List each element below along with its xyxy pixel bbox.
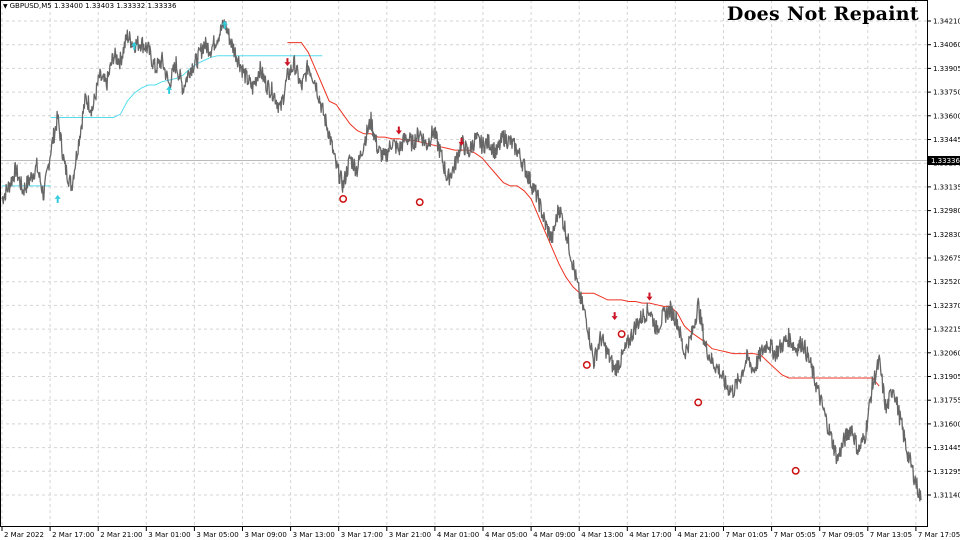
y-tick-label: 1.32675 bbox=[933, 255, 960, 263]
symbol-info-text: GBPUSD,M5 1.33400 1.33403 1.33332 1.3333… bbox=[9, 2, 177, 10]
signal-markers bbox=[54, 20, 800, 475]
exit-circle-icon bbox=[617, 330, 626, 338]
x-tick-label: 4 Mar 01:00 bbox=[437, 531, 479, 539]
current-price-marker: 1.33336 bbox=[928, 155, 960, 165]
arrow-up-icon bbox=[54, 194, 61, 203]
y-tick-label: 1.34210 bbox=[933, 18, 960, 26]
arrow-shaft bbox=[613, 312, 616, 317]
y-tick-label: 1.31445 bbox=[933, 444, 960, 452]
exit-circle-icon bbox=[791, 466, 800, 475]
arrow-down-icon bbox=[284, 58, 291, 67]
x-tick-label: 4 Mar 09:00 bbox=[533, 531, 575, 539]
x-tick-label: 2 Mar 21:00 bbox=[100, 531, 142, 539]
arrow-shaft bbox=[223, 24, 226, 29]
arrow-head bbox=[166, 85, 173, 90]
x-tick-label: 3 Mar 01:00 bbox=[148, 531, 190, 539]
x-tick-label: 4 Mar 13:00 bbox=[581, 531, 623, 539]
arrow-head bbox=[458, 141, 465, 146]
arrow-shaft bbox=[286, 58, 289, 63]
exit-circle-icon bbox=[415, 198, 424, 207]
x-tick-label: 3 Mar 13:00 bbox=[293, 531, 335, 539]
y-tick-label: 1.31600 bbox=[933, 420, 960, 428]
symbol-info: ▼ GBPUSD,M5 1.33400 1.33403 1.33332 1.333… bbox=[3, 2, 176, 10]
arrow-shaft bbox=[397, 126, 400, 131]
grid bbox=[0, 0, 927, 527]
price-series bbox=[1, 19, 922, 502]
stop-down-line bbox=[287, 42, 880, 387]
arrow-shaft bbox=[133, 45, 136, 50]
arrow-head bbox=[646, 296, 653, 301]
x-tick-label: 7 Mar 09:05 bbox=[822, 531, 864, 539]
y-tick-label: 1.34060 bbox=[933, 41, 960, 49]
arrow-shaft bbox=[168, 89, 171, 94]
dropdown-triangle-icon[interactable]: ▼ bbox=[3, 3, 8, 10]
arrow-head bbox=[221, 20, 228, 25]
exit-circle-icon bbox=[582, 361, 591, 369]
y-tick-label: 1.32980 bbox=[933, 207, 960, 215]
arrow-down-icon bbox=[646, 292, 653, 301]
arrow-up-icon bbox=[221, 20, 228, 29]
y-tick-label: 1.32520 bbox=[933, 278, 960, 286]
arrow-head bbox=[284, 62, 291, 67]
arrow-head bbox=[611, 316, 618, 321]
x-tick-label: 7 Mar 01:05 bbox=[726, 531, 768, 539]
x-tick-label: 3 Mar 09:00 bbox=[245, 531, 287, 539]
trailing-stop-lines bbox=[2, 42, 880, 387]
x-tick-label: 3 Mar 17:00 bbox=[341, 531, 383, 539]
arrow-head bbox=[54, 194, 61, 199]
y-tick-label: 1.31755 bbox=[933, 397, 960, 405]
y-tick-label: 1.33905 bbox=[933, 65, 960, 73]
arrow-head bbox=[395, 130, 402, 135]
y-tick-label: 1.31905 bbox=[933, 373, 960, 381]
arrow-up-icon bbox=[131, 41, 138, 50]
y-tick-label: 1.33445 bbox=[933, 136, 960, 144]
arrow-shaft bbox=[56, 198, 59, 203]
y-tick-label: 1.31140 bbox=[933, 492, 960, 500]
x-tick-label: 3 Mar 21:00 bbox=[389, 531, 431, 539]
arrow-down-icon bbox=[458, 137, 465, 146]
banner-title: Does Not Repaint bbox=[726, 3, 919, 25]
price-line bbox=[1, 19, 922, 502]
arrow-down-icon bbox=[395, 126, 402, 135]
x-tick-label: 4 Mar 17:00 bbox=[629, 531, 671, 539]
x-tick-label: 7 Mar 13:05 bbox=[870, 531, 912, 539]
arrow-shaft bbox=[648, 292, 651, 297]
arrow-shaft bbox=[460, 137, 463, 142]
y-tick-label: 1.32370 bbox=[933, 302, 960, 310]
arrow-up-icon bbox=[166, 85, 173, 94]
current-price-label: 1.33336 bbox=[931, 157, 960, 165]
x-tick-label: 2 Mar 17:00 bbox=[52, 531, 94, 539]
y-tick-label: 1.33750 bbox=[933, 89, 960, 97]
exit-circle-icon bbox=[339, 194, 348, 203]
stop-up-line bbox=[50, 55, 323, 118]
x-tick-label: 7 Mar 17:05 bbox=[918, 531, 960, 539]
y-tick-label: 1.33600 bbox=[933, 112, 960, 120]
x-tick-label: 2 Mar 2022 bbox=[4, 531, 44, 539]
arrow-head bbox=[131, 41, 138, 46]
current-price-box bbox=[928, 155, 960, 165]
exit-circle-icon bbox=[694, 398, 703, 407]
y-tick-label: 1.32060 bbox=[933, 349, 960, 357]
y-tick-label: 1.31295 bbox=[933, 468, 960, 476]
plot-frame bbox=[0, 0, 928, 527]
x-tick-label: 4 Mar 05:00 bbox=[485, 531, 527, 539]
y-tick-label: 1.32215 bbox=[933, 326, 960, 334]
price-axis: 1.34210 1.34060 1.33905 1.33750 1.33600 1.334… bbox=[927, 18, 960, 500]
x-tick-label: 3 Mar 05:00 bbox=[196, 531, 238, 539]
x-tick-label: 7 Mar 05:05 bbox=[774, 531, 816, 539]
time-axis: 2 Mar 2022 2 Mar 17:00 2 Mar 21:00 3 Mar 01… bbox=[1, 527, 960, 539]
y-tick-label: 1.33135 bbox=[933, 183, 960, 191]
x-tick-label: 4 Mar 21:00 bbox=[677, 531, 719, 539]
y-tick-label: 1.32830 bbox=[933, 231, 960, 239]
arrow-down-icon bbox=[611, 312, 618, 321]
